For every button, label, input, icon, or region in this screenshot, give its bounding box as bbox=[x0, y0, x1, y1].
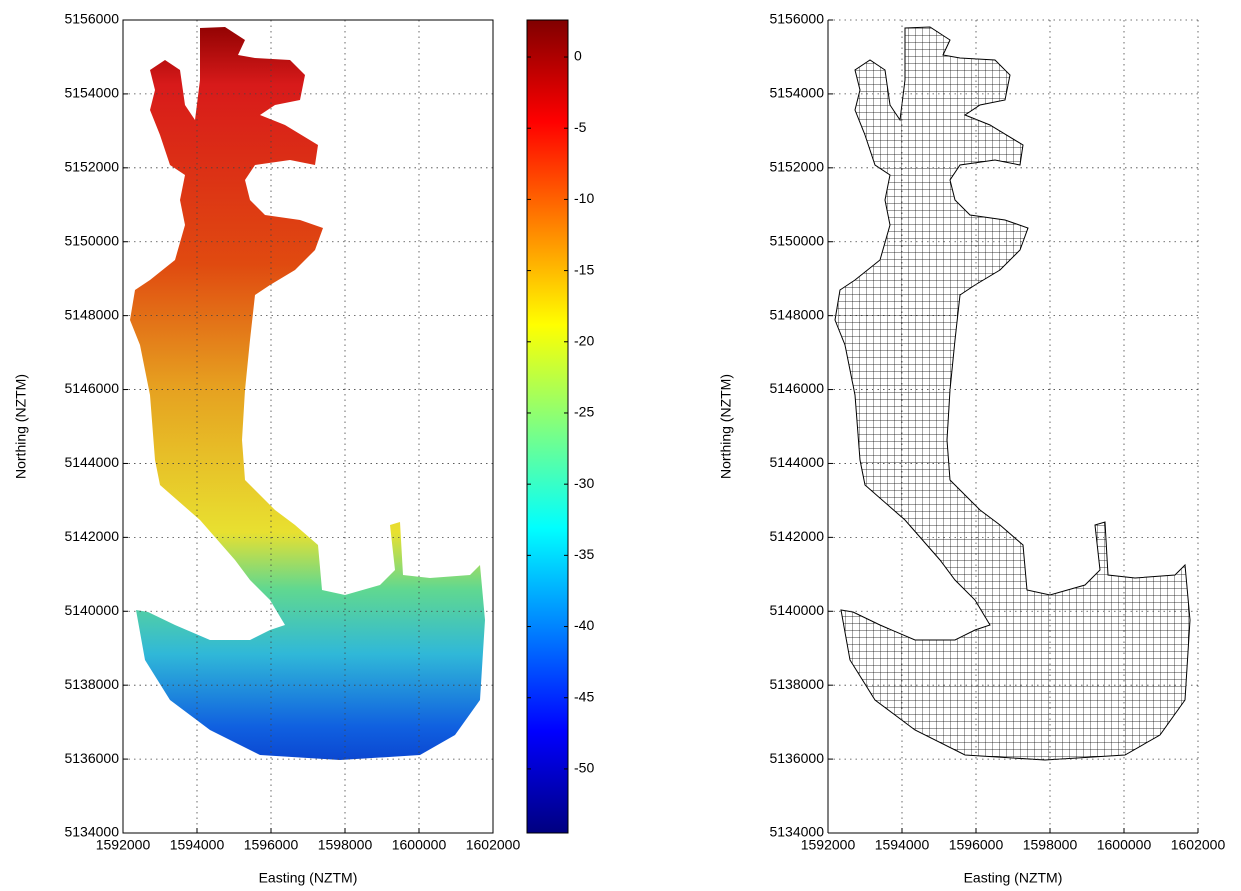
x-tick-label: 1598000 bbox=[1023, 837, 1078, 853]
colorbar-tick-label: -25 bbox=[574, 404, 594, 420]
colorbar-tick-label: -15 bbox=[574, 261, 594, 277]
y-tick-label: 5144000 bbox=[769, 454, 824, 470]
y-tick-label: 5146000 bbox=[769, 380, 824, 396]
colorbar-tick-label: -40 bbox=[574, 617, 594, 633]
colorbar-tick-label: -10 bbox=[574, 190, 594, 206]
y-tick-label: 5140000 bbox=[769, 602, 824, 618]
x-tick-label: 1600000 bbox=[1097, 837, 1152, 853]
x-axis-label: Easting (NZTM) bbox=[964, 870, 1063, 886]
mesh-panel bbox=[835, 27, 1190, 760]
y-tick-label: 5142000 bbox=[769, 528, 824, 544]
y-tick-label: 5152000 bbox=[769, 159, 824, 175]
y-tick-label: 5140000 bbox=[64, 602, 119, 618]
y-tick-label: 5150000 bbox=[64, 232, 119, 248]
colorbar-tick-label: -5 bbox=[574, 119, 587, 135]
x-tick-label: 1594000 bbox=[875, 837, 930, 853]
colorbar-tick-label: 0 bbox=[574, 48, 582, 64]
mesh bbox=[835, 27, 1190, 760]
colorbar bbox=[527, 20, 568, 833]
y-tick-label: 5134000 bbox=[769, 824, 824, 840]
y-tick-label: 5142000 bbox=[64, 528, 119, 544]
y-axis-label: Northing (NZTM) bbox=[718, 374, 734, 479]
x-axis-label: Easting (NZTM) bbox=[259, 870, 358, 886]
y-tick-label: 5136000 bbox=[769, 750, 824, 766]
y-axis-label: Northing (NZTM) bbox=[13, 374, 29, 479]
y-tick-label: 5136000 bbox=[64, 750, 119, 766]
y-tick-label: 5154000 bbox=[769, 85, 824, 101]
y-tick-label: 5156000 bbox=[64, 11, 119, 27]
figure: 1592000159400015960001598000160000016020… bbox=[0, 0, 1241, 891]
x-tick-label: 1600000 bbox=[392, 837, 447, 853]
bathymetry-field bbox=[130, 27, 485, 760]
y-tick-label: 5138000 bbox=[769, 676, 824, 692]
x-tick-label: 1602000 bbox=[466, 837, 521, 853]
y-tick-label: 5148000 bbox=[64, 306, 119, 322]
x-tick-label: 1598000 bbox=[318, 837, 373, 853]
colorbar-tick-label: -35 bbox=[574, 546, 594, 562]
y-tick-label: 5144000 bbox=[64, 454, 119, 470]
y-tick-label: 5156000 bbox=[769, 11, 824, 27]
x-tick-label: 1596000 bbox=[949, 837, 1004, 853]
x-tick-label: 1594000 bbox=[170, 837, 225, 853]
x-tick-label: 1602000 bbox=[1171, 837, 1226, 853]
y-tick-label: 5148000 bbox=[769, 306, 824, 322]
y-tick-label: 5154000 bbox=[64, 85, 119, 101]
y-tick-label: 5146000 bbox=[64, 380, 119, 396]
colorbar-tick-label: -50 bbox=[574, 760, 594, 776]
y-tick-label: 5152000 bbox=[64, 159, 119, 175]
colorbar-tick-label: -30 bbox=[574, 475, 594, 491]
y-tick-label: 5150000 bbox=[769, 232, 824, 248]
x-tick-label: 1596000 bbox=[244, 837, 299, 853]
y-tick-label: 5134000 bbox=[64, 824, 119, 840]
y-tick-label: 5138000 bbox=[64, 676, 119, 692]
colorbar-tick-label: -45 bbox=[574, 688, 594, 704]
colorbar-tick-label: -20 bbox=[574, 332, 594, 348]
